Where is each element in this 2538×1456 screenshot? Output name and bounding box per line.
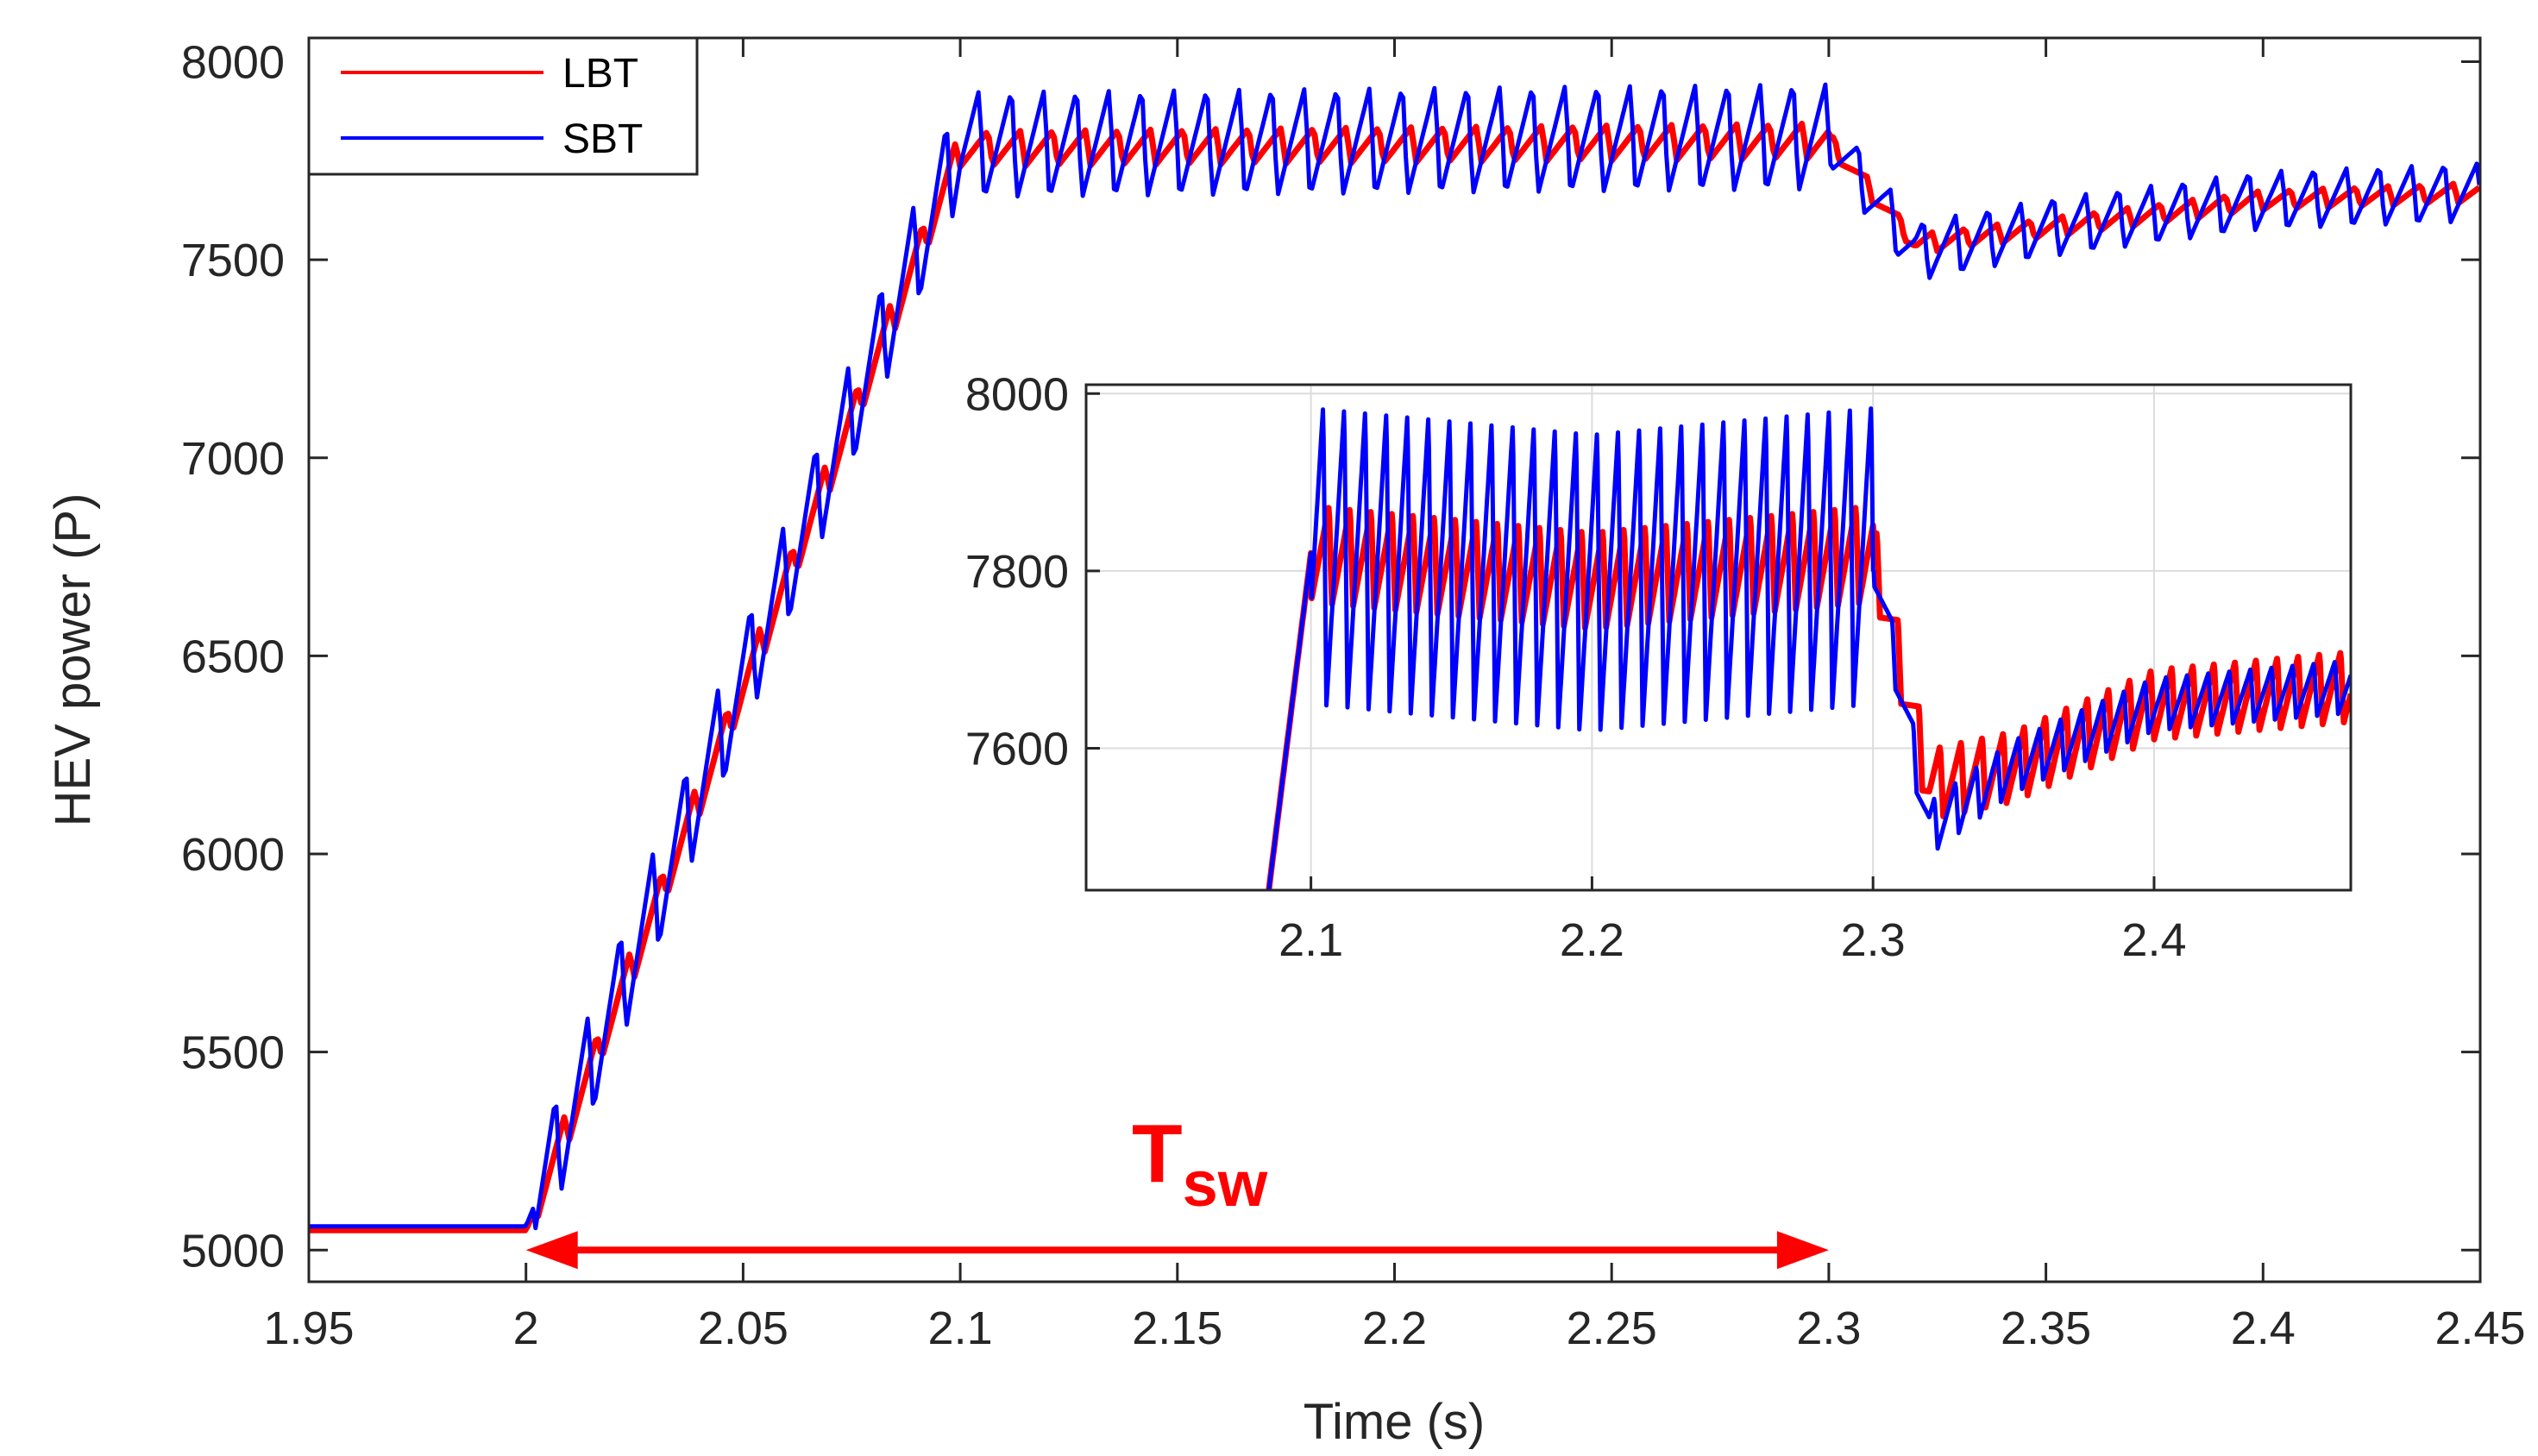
inset-traces: [1266, 406, 2351, 890]
main-x-tick-label: 2.15: [1132, 1302, 1222, 1354]
main-traces: [308, 82, 2482, 1233]
inset-y-tick-label: 7800: [965, 546, 1069, 598]
main-x-tick-label: 2.1: [928, 1302, 993, 1354]
legend-label-sbt: SBT: [562, 116, 643, 162]
main-x-tick-label: 2: [513, 1302, 539, 1354]
inset-x-tick-label: 2.3: [1841, 914, 1906, 966]
inset-series-sbt: [1266, 406, 2351, 890]
main-x-tick-label: 2.05: [698, 1302, 788, 1354]
tsw-label: Tsw: [1132, 1108, 1268, 1220]
main-x-tick-label: 2.2: [1362, 1302, 1427, 1354]
inset-axes: 2.1 2.2 2.3 2.4 7600 7800 8000: [965, 368, 2353, 966]
inset-x-tick-label: 2.1: [1278, 914, 1343, 966]
legend: LBT SBT: [307, 36, 699, 176]
main-y-axis-label: HEV power (P): [45, 493, 101, 827]
tsw-annotation: Tsw: [525, 1108, 1829, 1270]
main-x-ticks: 1.95 2 2.05 2.1 2.15 2.2 2.25 2.3 2.35 2.4 2.45: [263, 38, 2526, 1354]
inset-axes-box: [1084, 383, 2353, 892]
tsw-arrow-right-head: [1776, 1231, 1829, 1270]
inset-x-tick-label: 2.2: [1560, 914, 1624, 966]
inset-y-tick-label: 7600: [965, 724, 1069, 775]
main-y-tick-label: 8000: [181, 37, 285, 89]
main-x-tick-label: 1.95: [263, 1302, 354, 1354]
main-y-ticks: 5000 5500 6000 6500 7000 7500 8000: [181, 37, 2480, 1277]
main-y-tick-label: 7500: [181, 235, 285, 286]
inset-y-ticks: 7600 7800 8000: [965, 368, 1100, 775]
main-x-tick-label: 2.3: [1796, 1302, 1861, 1354]
tsw-arrow-left-head: [525, 1231, 578, 1270]
tsw-label-subscript: sw: [1183, 1148, 1268, 1220]
main-x-axis-label: Time (s): [1304, 1394, 1485, 1450]
main-y-tick-label: 6500: [181, 631, 285, 682]
main-y-tick-label: 6000: [181, 829, 285, 881]
main-x-tick-label: 2.45: [2434, 1302, 2525, 1354]
legend-box: [307, 36, 699, 176]
main-y-tick-label: 7000: [181, 433, 285, 485]
legend-label-lbt: LBT: [562, 51, 638, 97]
main-x-tick-label: 2.25: [1567, 1302, 1657, 1354]
main-x-tick-label: 2.35: [2001, 1302, 2091, 1354]
main-series-sbt: [309, 82, 2482, 1231]
inset-y-tick-label: 8000: [965, 368, 1069, 420]
inset-x-ticks: 2.1 2.2 2.3 2.4: [1278, 876, 2186, 966]
main-y-tick-label: 5000: [181, 1225, 285, 1277]
main-x-tick-label: 2.4: [2231, 1302, 2296, 1354]
main-y-tick-label: 5500: [181, 1027, 285, 1079]
inset-grid: [1086, 385, 2351, 890]
main-axes-box: [307, 36, 2482, 1283]
inset-x-tick-label: 2.4: [2121, 914, 2186, 966]
tsw-label-main: T: [1132, 1108, 1183, 1200]
